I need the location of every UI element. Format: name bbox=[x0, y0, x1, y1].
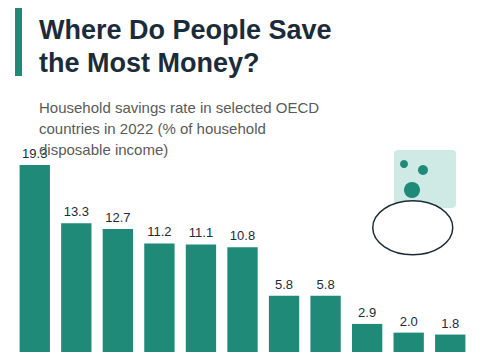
svg-text:1.8: 1.8 bbox=[441, 316, 459, 331]
svg-text:Where Do People Save: Where Do People Save bbox=[39, 15, 339, 45]
svg-text:12.7: 12.7 bbox=[105, 210, 130, 225]
svg-text:10.8: 10.8 bbox=[230, 228, 255, 243]
svg-text:5.8: 5.8 bbox=[317, 277, 335, 292]
svg-text:11.2: 11.2 bbox=[147, 224, 171, 239]
svg-text:the Most Money?: the Most Money? bbox=[39, 48, 260, 78]
svg-text:2.9: 2.9 bbox=[358, 305, 376, 320]
svg-text:13.3: 13.3 bbox=[64, 204, 89, 219]
svg-text:Household savings rate in sele: Household savings rate in selected OECD bbox=[39, 99, 323, 116]
svg-text:2.0: 2.0 bbox=[400, 314, 418, 329]
svg-text:countries in 2022 (% of househ: countries in 2022 (% of household bbox=[39, 120, 270, 137]
svg-text:5.8: 5.8 bbox=[275, 277, 293, 292]
svg-text:disposable income): disposable income) bbox=[39, 141, 168, 158]
svg-text:19.3: 19.3 bbox=[22, 146, 48, 161]
svg-text:11.1: 11.1 bbox=[189, 225, 213, 240]
